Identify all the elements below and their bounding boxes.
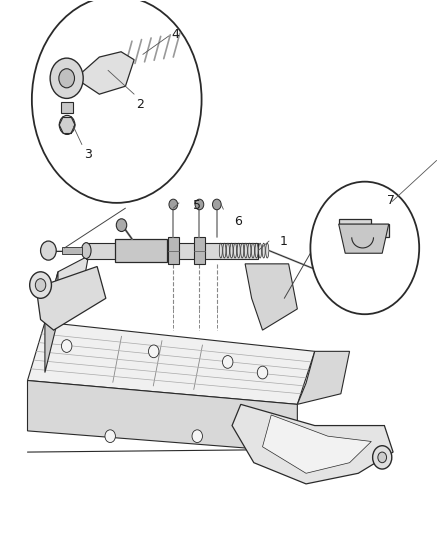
Circle shape — [59, 115, 75, 134]
Ellipse shape — [255, 243, 258, 258]
Ellipse shape — [248, 243, 251, 258]
Circle shape — [223, 356, 233, 368]
Polygon shape — [62, 247, 82, 254]
Text: 4: 4 — [171, 28, 179, 41]
Text: 2: 2 — [136, 99, 144, 111]
Ellipse shape — [251, 243, 254, 258]
Polygon shape — [86, 243, 258, 259]
Text: 7: 7 — [387, 193, 395, 207]
Ellipse shape — [219, 243, 223, 258]
Circle shape — [378, 452, 387, 463]
Polygon shape — [245, 264, 297, 330]
Polygon shape — [232, 405, 393, 484]
Circle shape — [32, 0, 201, 203]
Ellipse shape — [258, 243, 261, 258]
Ellipse shape — [262, 243, 265, 258]
Circle shape — [311, 182, 419, 314]
Circle shape — [192, 430, 202, 442]
Ellipse shape — [233, 243, 237, 258]
Polygon shape — [339, 219, 389, 237]
Ellipse shape — [230, 243, 233, 258]
Circle shape — [257, 366, 268, 379]
Polygon shape — [36, 266, 106, 330]
Circle shape — [148, 345, 159, 358]
Polygon shape — [45, 272, 58, 373]
Polygon shape — [297, 351, 350, 405]
Circle shape — [41, 241, 56, 260]
Ellipse shape — [226, 243, 230, 258]
Circle shape — [195, 199, 204, 210]
Text: 3: 3 — [84, 148, 92, 161]
Text: 6: 6 — [234, 215, 242, 228]
Polygon shape — [28, 322, 315, 405]
Polygon shape — [262, 415, 371, 473]
Circle shape — [35, 279, 46, 292]
Polygon shape — [61, 102, 73, 113]
Circle shape — [373, 446, 392, 469]
Ellipse shape — [266, 243, 269, 258]
Ellipse shape — [223, 243, 226, 258]
Polygon shape — [75, 52, 134, 94]
Circle shape — [169, 199, 178, 210]
Circle shape — [317, 264, 330, 281]
Circle shape — [321, 269, 326, 277]
Polygon shape — [45, 256, 88, 322]
Circle shape — [59, 69, 74, 88]
Ellipse shape — [237, 243, 240, 258]
Text: 1: 1 — [280, 235, 288, 247]
Polygon shape — [339, 224, 389, 253]
Circle shape — [212, 199, 221, 210]
Polygon shape — [115, 239, 167, 262]
Ellipse shape — [244, 243, 247, 258]
Polygon shape — [168, 237, 179, 264]
Circle shape — [61, 340, 72, 352]
Polygon shape — [28, 381, 297, 452]
Text: 5: 5 — [193, 199, 201, 212]
Polygon shape — [194, 237, 205, 264]
Ellipse shape — [241, 243, 244, 258]
Circle shape — [116, 219, 127, 231]
Circle shape — [50, 58, 83, 99]
Circle shape — [105, 430, 116, 442]
Circle shape — [30, 272, 51, 298]
Ellipse shape — [81, 243, 91, 259]
